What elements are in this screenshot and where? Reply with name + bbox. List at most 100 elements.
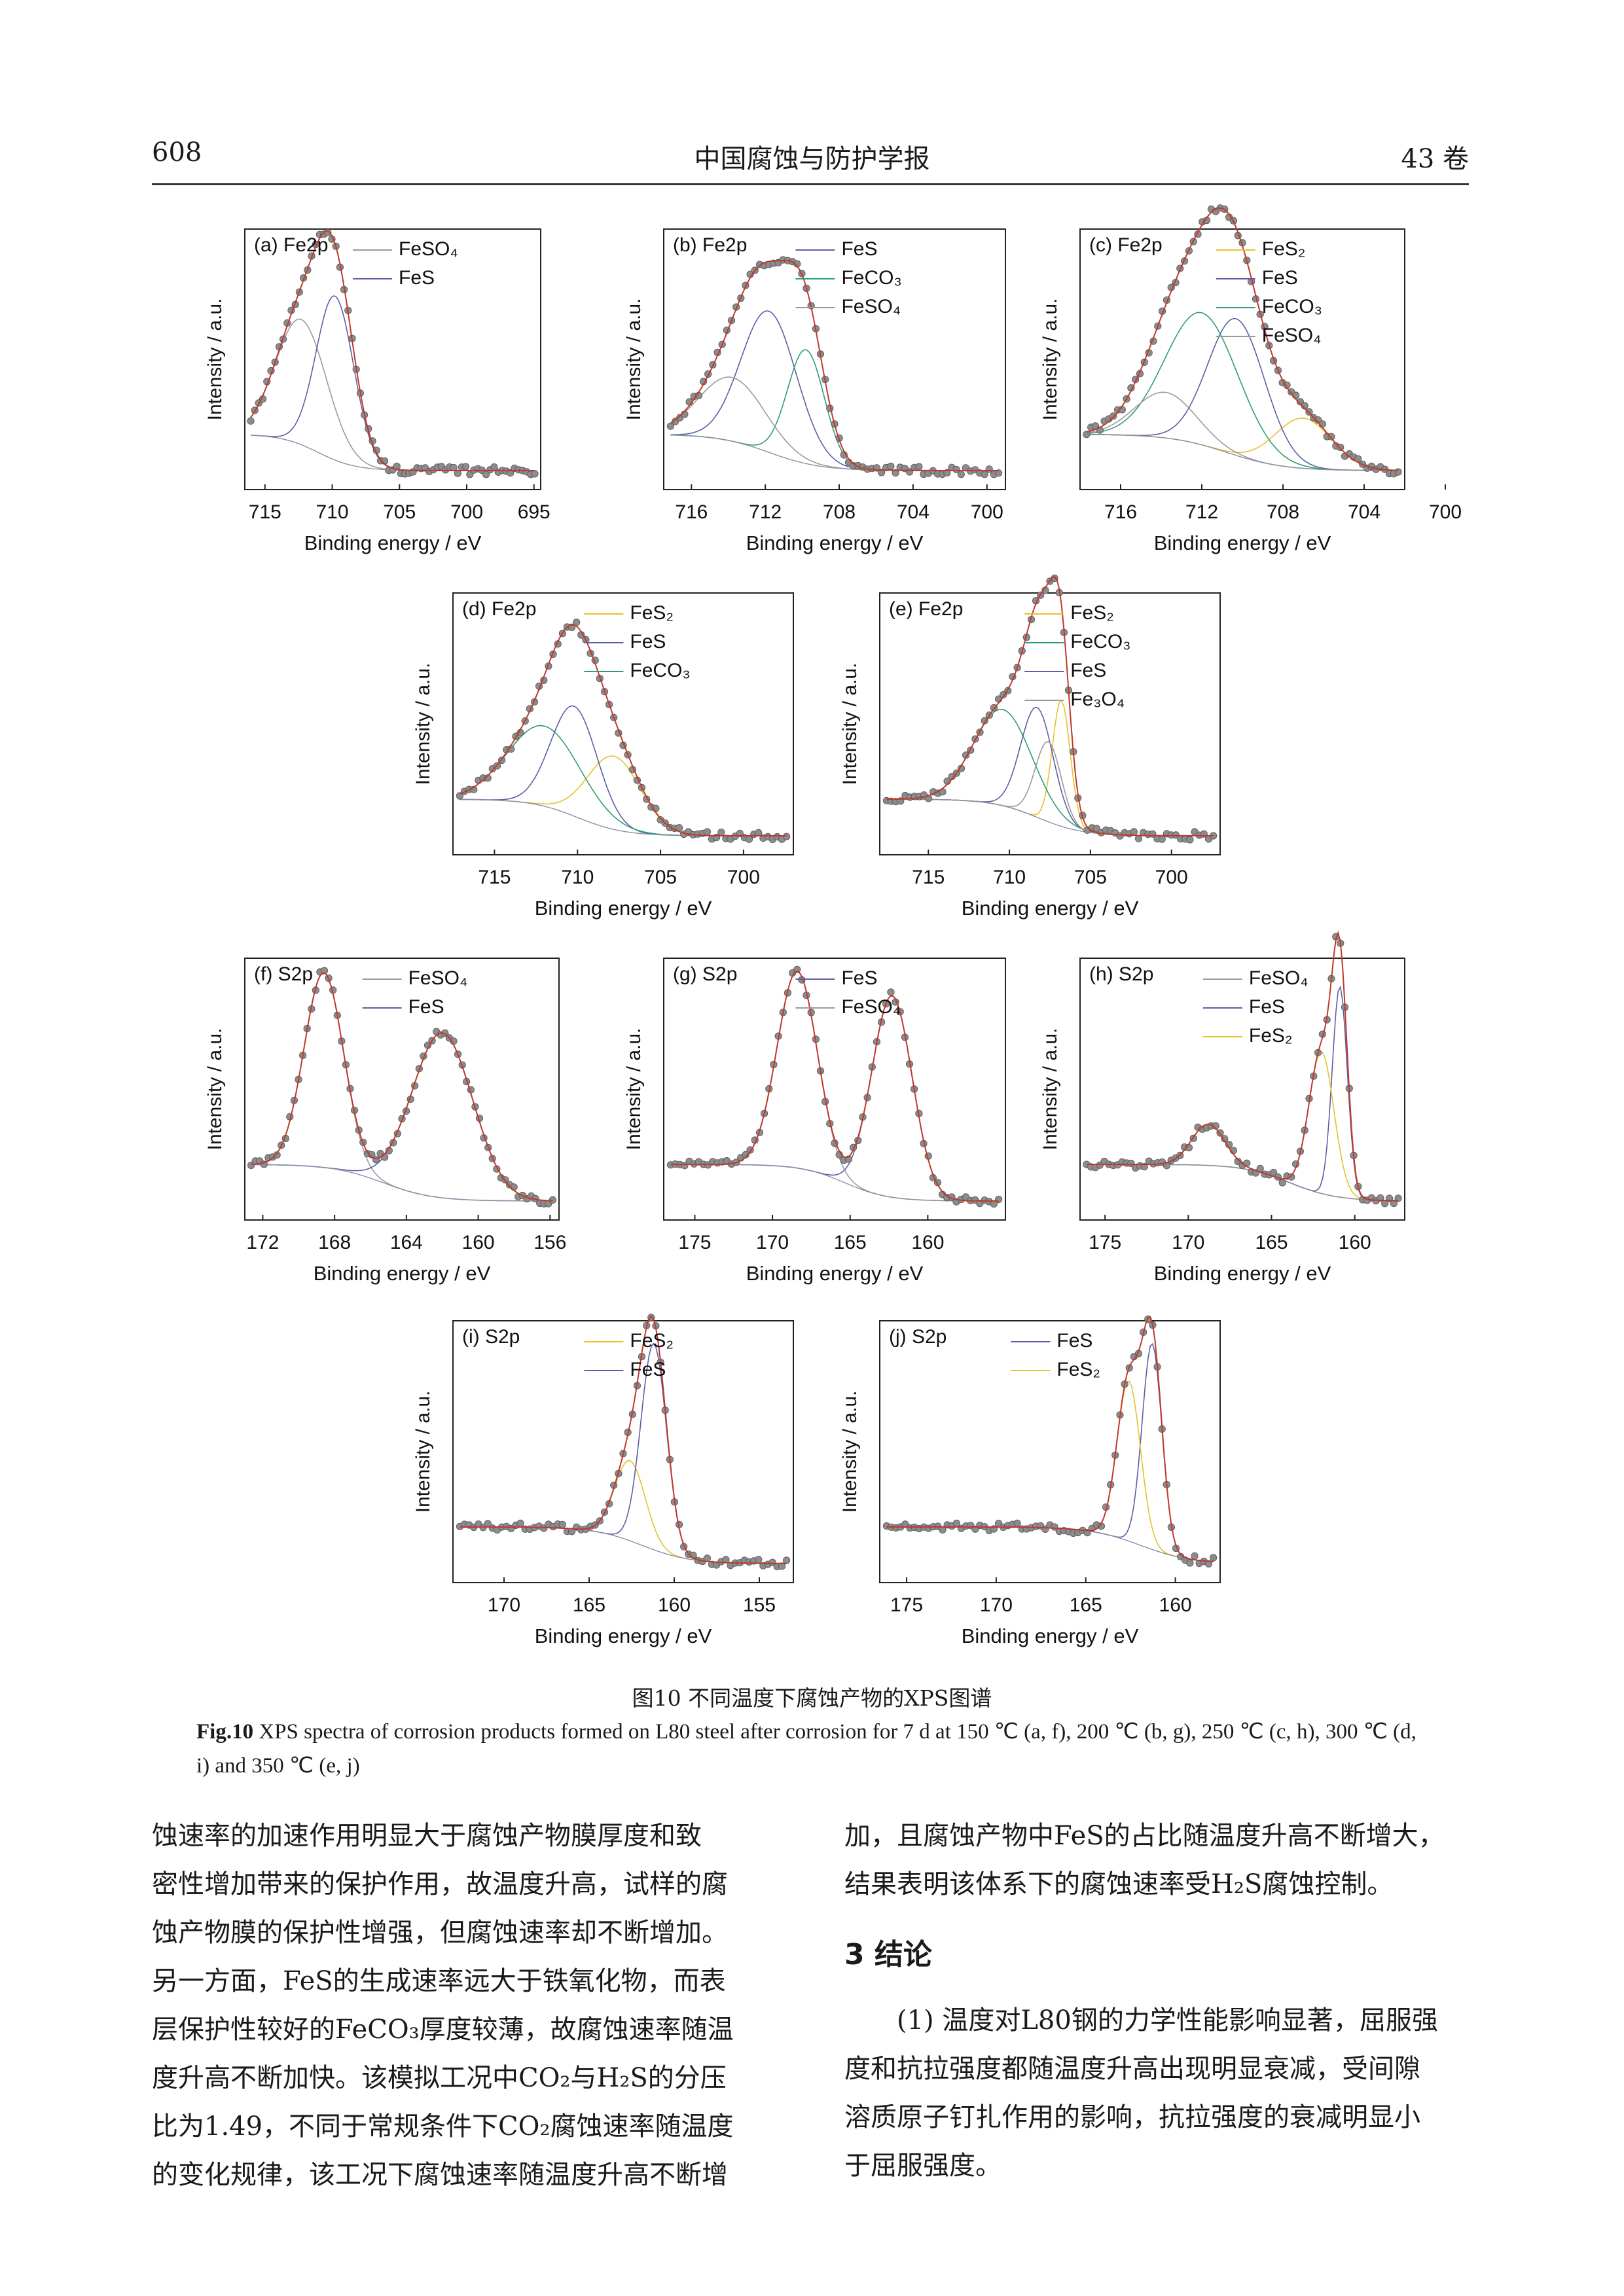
data-point bbox=[1394, 468, 1402, 476]
legend-entry: Fe₃O₄ bbox=[1070, 689, 1125, 710]
x-tick-label: 160 bbox=[1339, 1232, 1371, 1253]
data-point bbox=[531, 470, 539, 478]
legend-entry: FeS bbox=[1249, 996, 1285, 1018]
data-point bbox=[783, 833, 791, 840]
x-tick-label: 175 bbox=[890, 1594, 923, 1616]
plot-frame bbox=[663, 228, 1006, 490]
x-tick-label: 704 bbox=[897, 501, 929, 523]
xps-panel: (d) Fe2p FeS₂ FeS FeCO₃ 715 710 705 700 Binding … bbox=[412, 592, 794, 920]
x-tick-label: 700 bbox=[450, 501, 483, 523]
xps-figure: (a) Fe2p FeSO₄ FeS 715 710 705 700 695 Binding e… bbox=[204, 204, 1462, 1647]
legend-entry: FeSO₄ bbox=[1249, 967, 1308, 989]
legend-entry: FeSO₄ bbox=[399, 238, 458, 260]
x-axis-label: Binding energy / eV bbox=[1154, 531, 1331, 554]
data-point bbox=[887, 462, 895, 471]
panel-label: (f) S2p bbox=[254, 963, 313, 985]
background-curve bbox=[886, 798, 1214, 836]
x-axis-label: Binding energy / eV bbox=[1154, 1262, 1331, 1285]
data-point bbox=[1130, 828, 1138, 836]
x-tick-label: 170 bbox=[756, 1232, 789, 1253]
x-axis-label: Binding energy / eV bbox=[746, 1262, 924, 1285]
x-tick-label: 715 bbox=[249, 501, 281, 523]
journal-title: 中国腐蚀与防护学报 bbox=[694, 144, 930, 174]
envelope-curve bbox=[670, 970, 999, 1202]
envelope-curve bbox=[886, 576, 1214, 836]
figure-caption-en-text: XPS spectra of corrosion products formed… bbox=[196, 1720, 1416, 1778]
data-point bbox=[995, 469, 1003, 477]
legend-entry: FeS₂ bbox=[1056, 1359, 1100, 1380]
data-point bbox=[1210, 1554, 1218, 1562]
legend-entry: FeS bbox=[630, 1359, 666, 1380]
y-axis-label: Intensity / a.u. bbox=[839, 1391, 861, 1513]
body-line: 蚀速率的加速作用明显大于腐蚀产物膜厚度和致 bbox=[152, 1821, 702, 1851]
data-point bbox=[247, 417, 255, 425]
plot-frame bbox=[1079, 958, 1405, 1221]
data-point bbox=[755, 1556, 763, 1564]
envelope-curve bbox=[670, 259, 999, 471]
xps-panel: (i) S2p FeS₂ FeS 170 165 160 155 Binding energy… bbox=[412, 1314, 794, 1647]
data-point bbox=[372, 1156, 380, 1164]
y-axis-label: Intensity / a.u. bbox=[839, 663, 861, 785]
xps-panel: (b) Fe2p FeS FeCO₃ FeSO₄ 716 712 708 704 700 Bind… bbox=[623, 228, 1006, 554]
envelope-curve bbox=[886, 1316, 1214, 1563]
body-line: 密性增加带来的保护作用，故温度升高，试样的腐 bbox=[152, 1869, 728, 1899]
figure-caption-cn: 图10 不同温度下腐蚀产物的XPS图谱 bbox=[632, 1685, 992, 1711]
xps-panel: (f) S2p FeSO₄ FeS 172 168 164 160 156 Binding en… bbox=[204, 958, 566, 1285]
x-tick-label: 695 bbox=[518, 501, 550, 523]
plot-frame bbox=[879, 1320, 1221, 1583]
legend-entry: FeS₂ bbox=[1249, 1025, 1293, 1047]
xps-panel: (g) S2p FeS FeSO₄ 175 170 165 160 Binding energ… bbox=[623, 958, 1006, 1285]
panel-label: (a) Fe2p bbox=[254, 234, 328, 256]
data-point bbox=[1083, 431, 1091, 439]
x-axis-label: Binding energy / eV bbox=[304, 531, 482, 554]
body-right-column-top: 加，且腐蚀产物中FeS的占比随温度升高不断增大， 结果表明该体系下的腐蚀速率受H… bbox=[844, 1812, 1473, 1909]
x-tick-label: 172 bbox=[246, 1232, 279, 1253]
data-point bbox=[549, 1196, 557, 1204]
figure-label: Fig.10 bbox=[196, 1720, 254, 1744]
legend-entry: FeS bbox=[399, 267, 435, 289]
x-tick-label: 175 bbox=[1089, 1232, 1121, 1253]
x-tick-label: 705 bbox=[644, 867, 677, 888]
data-point bbox=[892, 469, 899, 477]
page-number: 608 bbox=[152, 137, 202, 168]
plot-frame bbox=[1079, 228, 1405, 490]
data-point bbox=[878, 469, 886, 476]
x-tick-label: 705 bbox=[383, 501, 416, 523]
component-curve bbox=[250, 318, 535, 471]
data-point bbox=[320, 967, 329, 975]
legend-entry: FeCO₃ bbox=[841, 267, 901, 289]
data-point bbox=[1158, 835, 1166, 843]
x-axis-label: Binding energy / eV bbox=[746, 531, 924, 554]
data-point bbox=[516, 1519, 524, 1527]
x-tick-label: 710 bbox=[561, 867, 594, 888]
background-curve bbox=[251, 1164, 553, 1202]
body-line: 层保护性较好的FeCO₃厚度较薄，故腐蚀速率随温 bbox=[152, 2015, 734, 2045]
x-tick-label: 156 bbox=[533, 1232, 566, 1253]
body-line: 结果表明该体系下的腐蚀速率受H₂S腐蚀控制。 bbox=[844, 1869, 1394, 1899]
data-point bbox=[995, 1195, 1003, 1204]
plot-frame bbox=[244, 228, 541, 490]
x-tick-label: 160 bbox=[658, 1594, 691, 1616]
envelope-curve bbox=[250, 230, 535, 471]
x-axis-label: Binding energy / eV bbox=[962, 897, 1139, 920]
data-point bbox=[558, 1520, 566, 1528]
x-tick-label: 165 bbox=[573, 1594, 605, 1616]
legend-entry: FeCO₃ bbox=[1070, 631, 1130, 653]
legend-entry: FeSO₄ bbox=[408, 967, 468, 989]
panel-label: (h) S2p bbox=[1089, 963, 1153, 985]
component-curve bbox=[1086, 318, 1399, 471]
legend-entry: FeS₂ bbox=[630, 1330, 674, 1352]
background-curve bbox=[1086, 434, 1399, 471]
volume-label: 43 卷 bbox=[1401, 144, 1469, 174]
component-curve bbox=[886, 706, 1214, 836]
x-axis-label: Binding energy / eV bbox=[314, 1262, 491, 1285]
data-point bbox=[461, 463, 470, 471]
xps-panel: (j) S2p FeS FeS₂ 175 170 165 160 Binding energy… bbox=[839, 1315, 1221, 1647]
legend-entry: FeS bbox=[1056, 1330, 1092, 1352]
x-tick-label: 715 bbox=[478, 867, 511, 888]
y-axis-label: Intensity / a.u. bbox=[1039, 1028, 1061, 1151]
xps-panel: (a) Fe2p FeSO₄ FeS 715 710 705 700 695 Binding e… bbox=[204, 228, 550, 554]
legend-entry: FeS bbox=[841, 238, 877, 260]
data-point bbox=[778, 1562, 786, 1570]
component-curve bbox=[886, 740, 1214, 836]
